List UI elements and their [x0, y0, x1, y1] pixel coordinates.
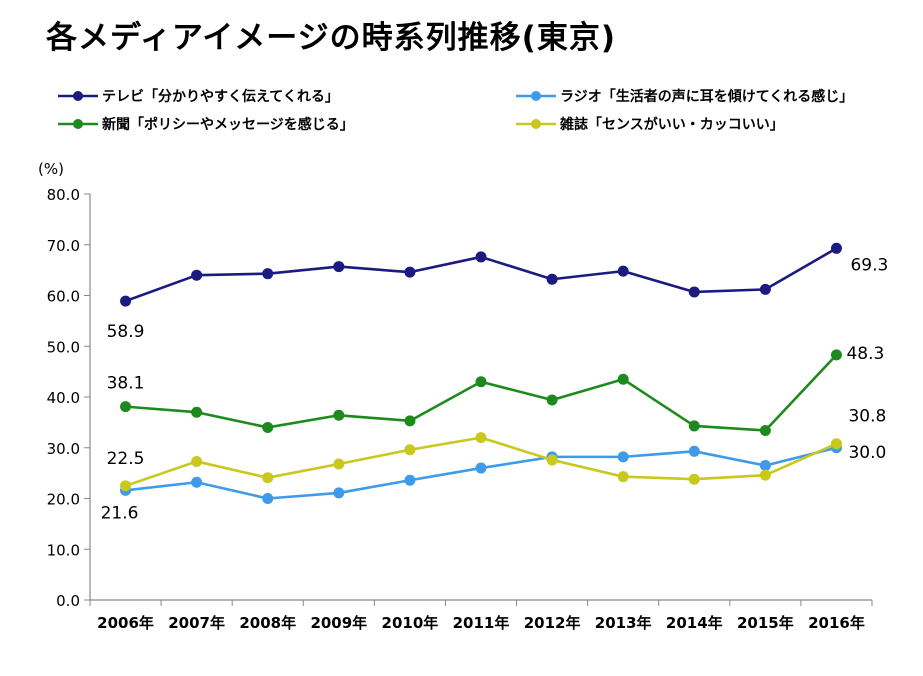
chart-axes: 0.0 10.0 20.0 30.0 40.0 50.0 60.0 70.0 80.0 2006年… — [47, 186, 873, 632]
x-tick-label: 2009年 — [310, 614, 367, 632]
page-title: 各メディアイメージの時系列推移(東京) — [46, 20, 616, 56]
data-point-tv — [333, 261, 345, 273]
data-point-radio — [617, 451, 629, 463]
data-point-magazine — [688, 473, 700, 485]
data-point-magazine — [546, 454, 558, 466]
data-point-tv — [830, 242, 842, 254]
data-point-newspaper — [617, 373, 629, 385]
legend-marker-radio — [516, 91, 556, 101]
y-tick-label: 40.0 — [47, 389, 80, 407]
series-newspaper — [120, 349, 842, 436]
data-point-radio — [262, 493, 274, 504]
data-point-radio — [688, 445, 700, 457]
x-tick-label: 2006年 — [97, 614, 154, 632]
data-point-newspaper — [262, 421, 274, 433]
data-label-magazine: 22.5 — [107, 449, 145, 469]
data-point-tv — [262, 268, 274, 280]
series-radio — [120, 442, 842, 504]
data-point-newspaper — [191, 406, 203, 418]
data-label-newspaper: 48.3 — [846, 344, 884, 364]
data-label-newspaper: 38.1 — [107, 374, 145, 394]
chart-series — [120, 242, 842, 504]
data-point-magazine — [120, 480, 132, 492]
legend-label-newspaper: 新聞「ポリシーやメッセージを感じる」 — [102, 117, 354, 133]
y-tick-label: 70.0 — [47, 237, 80, 255]
data-label-tv: 69.3 — [850, 255, 888, 275]
series-line-magazine — [125, 436, 837, 488]
legend-label-magazine: 雑誌「センスがいい・カッコいい」 — [560, 117, 784, 133]
x-tick-label: 2013年 — [595, 614, 652, 632]
data-point-newspaper — [830, 349, 842, 361]
data-label-radio: 21.6 — [101, 503, 139, 523]
y-tick-label: 60.0 — [47, 288, 80, 306]
data-point-magazine — [262, 472, 274, 484]
data-point-tv — [120, 295, 132, 307]
data-point-newspaper — [404, 415, 416, 427]
data-point-tv — [688, 286, 700, 298]
chart-legend: テレビ「分かりやすく伝えてくれる」 ラジオ「生活者の声に耳を傾けてくれる感じ」 … — [58, 86, 908, 142]
data-point-tv — [191, 269, 203, 281]
data-point-radio — [475, 462, 487, 474]
x-tick-label: 2010年 — [382, 614, 439, 632]
x-tick-label: 2016年 — [808, 614, 865, 632]
legend-marker-magazine — [516, 119, 556, 129]
y-tick-label: 0.0 — [56, 592, 80, 610]
series-magazine — [120, 432, 842, 492]
y-tick-label: 50.0 — [47, 338, 80, 356]
series-line-newspaper — [125, 353, 838, 432]
data-point-tv — [617, 265, 629, 277]
y-tick-label: 10.0 — [47, 541, 80, 559]
data-point-newspaper — [759, 424, 771, 436]
data-point-magazine — [830, 438, 842, 450]
data-point-radio — [759, 460, 771, 472]
data-point-radio — [404, 474, 416, 486]
data-point-magazine — [759, 469, 771, 481]
legend-item-newspaper: 新聞「ポリシーやメッセージを感じる」 — [58, 114, 354, 134]
legend-item-tv: テレビ「分かりやすく伝えてくれる」 — [58, 86, 339, 106]
data-point-magazine — [404, 444, 416, 456]
data-point-tv — [475, 251, 487, 263]
chart-data-labels: 58.9 69.3 21.6 30.0 38.1 48.3 22.5 30.8 — [101, 255, 889, 523]
data-point-radio — [191, 476, 203, 488]
data-point-newspaper — [120, 401, 132, 413]
x-tick-label: 2007年 — [168, 614, 225, 632]
data-point-tv — [546, 273, 558, 285]
data-point-newspaper — [333, 409, 345, 421]
data-point-magazine — [475, 432, 487, 444]
data-point-radio — [333, 487, 345, 499]
x-tick-label: 2012年 — [524, 614, 581, 632]
legend-label-tv: テレビ「分かりやすく伝えてくれる」 — [102, 89, 339, 105]
x-tick-label: 2011年 — [453, 614, 510, 632]
legend-marker-newspaper — [58, 119, 98, 129]
data-point-magazine — [333, 458, 345, 470]
x-tick-label: 2014年 — [666, 614, 723, 632]
y-tick-label: 30.0 — [47, 440, 80, 458]
data-point-magazine — [617, 471, 629, 483]
data-label-radio: 30.0 — [848, 443, 886, 463]
data-point-tv — [404, 266, 416, 278]
y-axis-unit-label: (%) — [38, 160, 64, 178]
data-point-newspaper — [546, 394, 558, 406]
data-point-newspaper — [475, 376, 487, 388]
data-label-tv: 58.9 — [107, 322, 145, 342]
data-label-magazine: 30.8 — [848, 407, 886, 427]
legend-marker-tv — [58, 91, 98, 101]
data-point-tv — [759, 283, 771, 295]
y-tick-label: 20.0 — [47, 491, 80, 509]
x-tick-label: 2008年 — [239, 614, 296, 632]
legend-label-radio: ラジオ「生活者の声に耳を傾けてくれる感じ」 — [560, 89, 854, 105]
x-tick-label: 2015年 — [737, 614, 794, 632]
data-point-magazine — [191, 455, 203, 467]
data-point-newspaper — [688, 420, 700, 432]
series-tv — [120, 242, 842, 307]
legend-item-magazine: 雑誌「センスがいい・カッコいい」 — [516, 114, 784, 134]
legend-item-radio: ラジオ「生活者の声に耳を傾けてくれる感じ」 — [516, 86, 853, 106]
y-tick-label: 80.0 — [47, 186, 80, 204]
